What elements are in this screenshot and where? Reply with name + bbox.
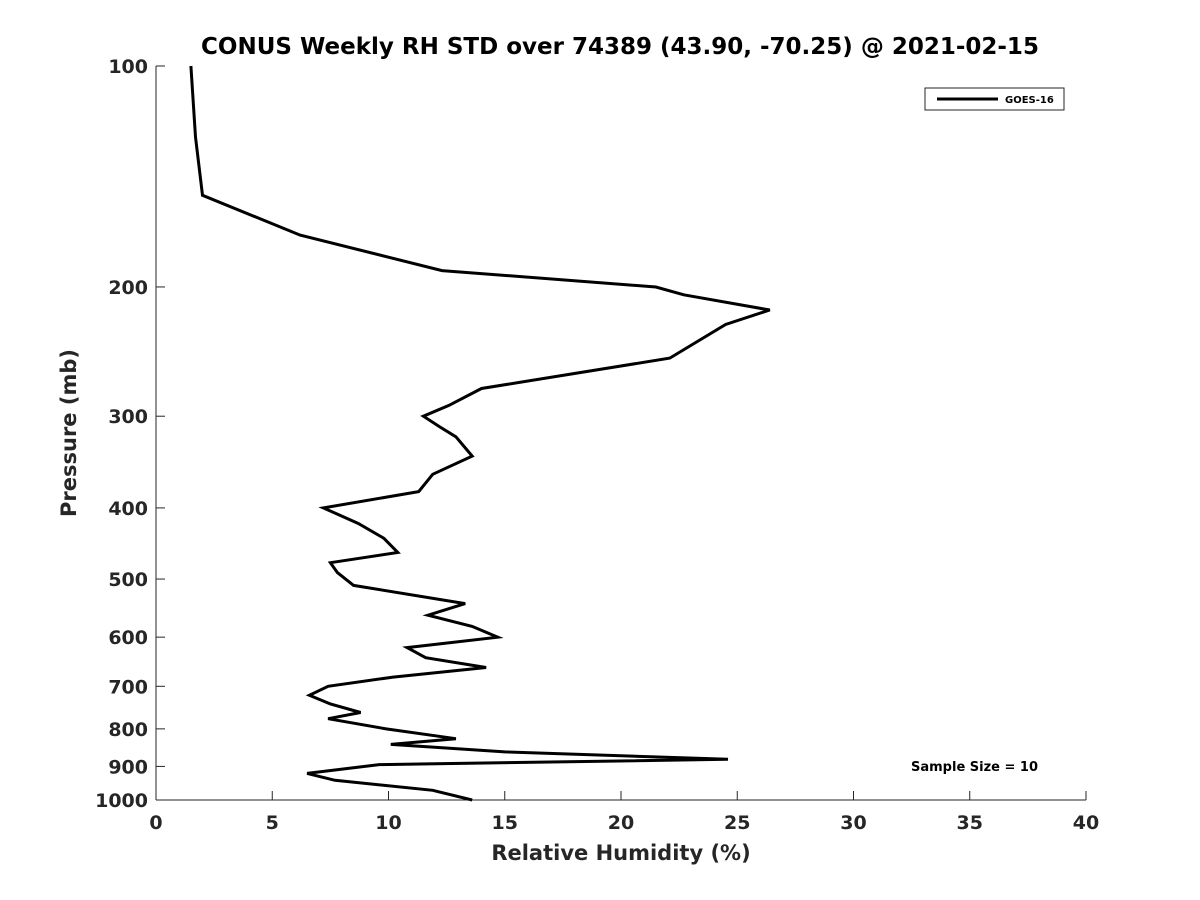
series-layer (189, 65, 771, 802)
x-tick-label: 25 (724, 812, 750, 834)
y-tick-label: 800 (108, 719, 148, 741)
x-tick-label: 30 (840, 812, 866, 834)
x-axis-label: Relative Humidity (%) (491, 841, 750, 865)
y-tick-label: 200 (108, 277, 148, 299)
y-axis-label: Pressure (mb) (57, 349, 81, 517)
x-tick-label: 15 (492, 812, 518, 834)
axes (155, 66, 1086, 801)
legend-label: GOES-16 (1005, 95, 1054, 106)
y-tick-label: 1000 (95, 790, 148, 812)
x-tick-label: 0 (149, 812, 162, 834)
x-ticks: 0 5 10 15 20 25 30 35 40 (149, 791, 1099, 834)
x-tick-label: 10 (375, 812, 401, 834)
x-tick-label: 40 (1073, 812, 1099, 834)
y-tick-label: 300 (108, 406, 148, 428)
y-tick-label: 600 (108, 627, 148, 649)
x-tick-label: 35 (957, 812, 983, 834)
y-tick-label: 700 (108, 676, 148, 698)
y-tick-label: 100 (108, 56, 148, 78)
series-line-goes-16 (189, 65, 771, 802)
y-tick-label: 500 (108, 569, 148, 591)
y-tick-label: 400 (108, 498, 148, 520)
legend: GOES-16 (924, 87, 1065, 111)
chart-title: CONUS Weekly RH STD over 74389 (43.90, -… (201, 34, 1039, 60)
x-tick-label: 5 (266, 812, 279, 834)
sample-size-annotation: Sample Size = 10 (911, 760, 1038, 775)
x-tick-label: 20 (608, 812, 634, 834)
y-tick-label: 900 (108, 756, 148, 778)
y-ticks: 100 200 300 400 500 600 700 800 900 1000 (95, 56, 165, 812)
